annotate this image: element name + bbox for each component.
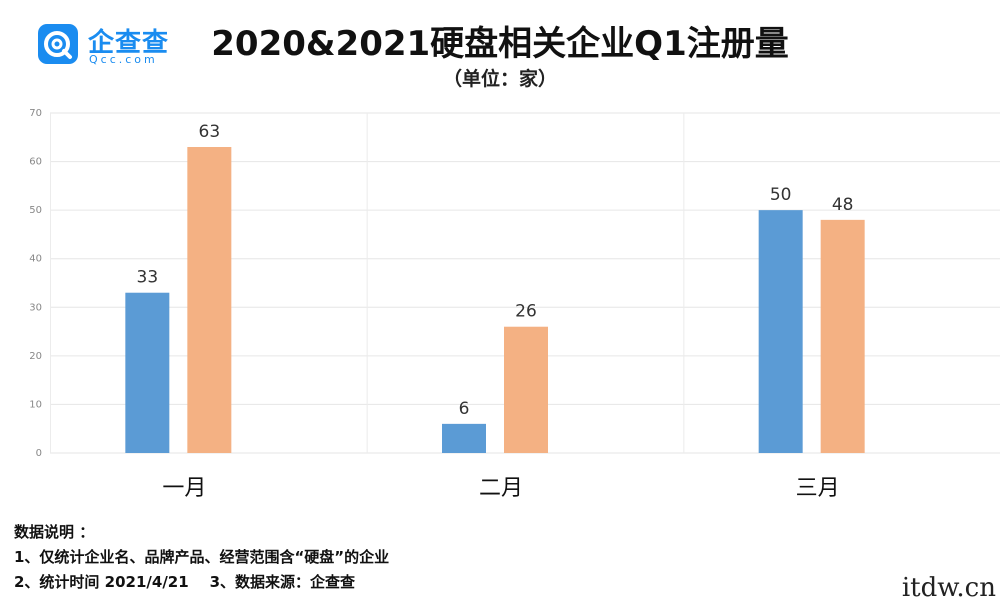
x-tick-label: 三月 [796,476,840,501]
logo-sub: Qcc.com [89,53,158,66]
notes-line-1: 1、仅统计企业名、品牌产品、经营范围含“硬盘”的企业 [14,548,390,566]
qcc-logo: 企查查 Qcc.com [38,22,178,68]
y-tick-label: 70 [29,108,42,119]
y-tick-label: 20 [29,351,42,362]
bar [758,210,803,453]
bar [187,147,232,453]
bar-chart: 0 10 20 30 40 50 60 70 33 63 一月 6 26 二月 50 48 三月 [29,108,1000,501]
y-tick-label: 0 [36,448,42,459]
bar [504,326,548,453]
bar [820,219,865,453]
data-label: 48 [832,195,854,215]
qcc-logo-icon [38,24,78,64]
watermark: itdw.cn [901,573,996,603]
y-tick-label: 50 [29,205,42,216]
data-label: 6 [459,399,470,419]
data-label: 63 [199,122,221,142]
y-tick-label: 30 [29,302,42,313]
data-notes: 数据说明 ： 1、仅统计企业名、品牌产品、经营范围含“硬盘”的企业 2、统计时间… [14,520,389,595]
bar [442,423,486,453]
bar [125,292,170,453]
notes-heading: 数据说明 ： [14,523,95,541]
y-tick-label: 60 [29,157,42,168]
chart-subtitle: （单位：家） [442,68,557,90]
y-tick-label: 10 [29,399,42,410]
y-tick-label: 40 [29,254,42,265]
chart-title: 2020&2021硬盘相关企业Q1注册量 [211,24,789,64]
data-label: 33 [137,268,159,288]
data-label: 50 [770,185,792,205]
data-label: 26 [515,302,537,322]
x-tick-label: 一月 [162,476,206,501]
logo-name: 企查查 [88,28,170,58]
x-tick-label: 二月 [479,476,523,501]
notes-line-2: 2、统计时间 2021/4/21 3、数据来源：企查查 [14,573,356,591]
